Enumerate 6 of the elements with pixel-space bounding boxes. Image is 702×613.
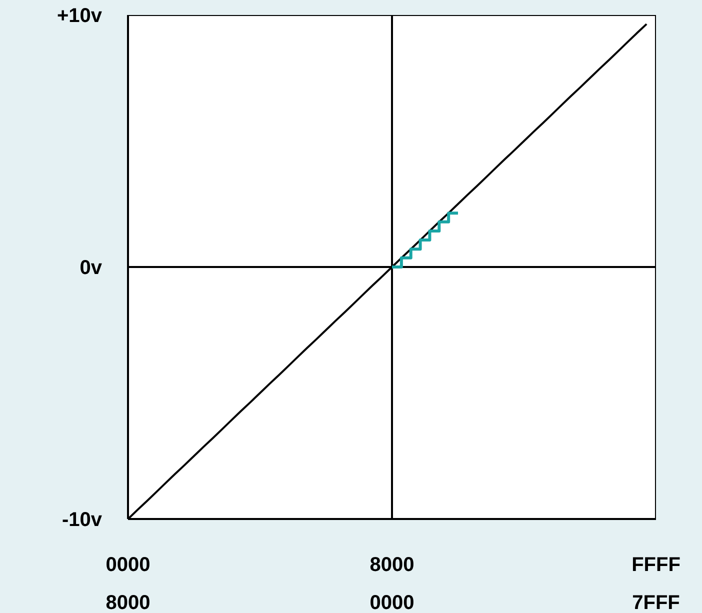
y-tick-label: -10v [62, 509, 103, 531]
x-tick-label: 8000 0000 [370, 554, 414, 613]
y-tick-label: 0v [80, 257, 103, 279]
y-tick-label: +10v [56, 5, 103, 27]
x-tick-label: 0000 8000 [106, 554, 150, 613]
x-tick-label: FFFF 7FFF [632, 554, 680, 613]
